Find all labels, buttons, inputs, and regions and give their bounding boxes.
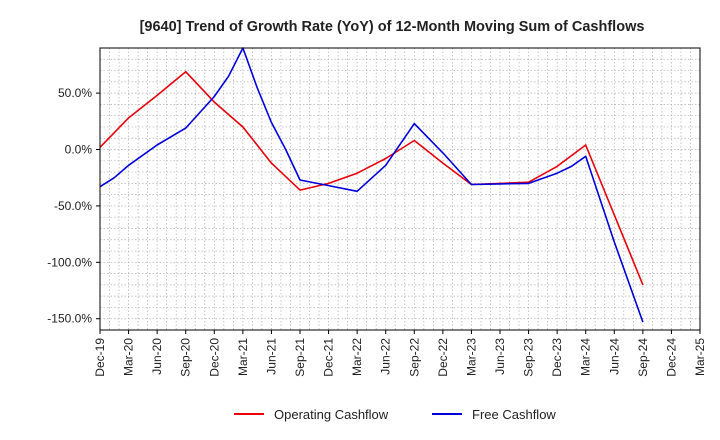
x-tick-label: Jun-20 [150, 338, 164, 375]
y-tick-label: -150.0% [47, 312, 92, 326]
x-tick-label: Sep-21 [293, 338, 307, 377]
y-tick-label: 50.0% [58, 86, 92, 100]
legend: Operating Cashflow Free Cashflow [234, 407, 556, 422]
x-tick-label: Jun-23 [493, 338, 507, 375]
x-tick-label: Mar-20 [122, 338, 136, 376]
x-axis: Dec-19 Mar-20 Jun-20 Sep-20 Dec-20 Mar-21 Jun-… [93, 330, 707, 377]
x-tick-label: Sep-20 [179, 338, 193, 377]
x-tick-label: Jun-21 [264, 338, 278, 375]
y-tick-label: 0.0% [65, 143, 93, 157]
y-tick-label: -50.0% [54, 199, 92, 213]
x-tick-label: Jun-24 [607, 338, 621, 375]
x-tick-label: Dec-22 [436, 338, 450, 377]
series-line-free-cashflow [99, 47, 644, 323]
plot-frame [99, 47, 701, 331]
series-line-operating-cashflow [99, 70, 644, 286]
x-tick-label: Mar-21 [236, 338, 250, 376]
legend-label-operating-cashflow: Operating Cashflow [274, 407, 389, 422]
chart-title: [9640] Trend of Growth Rate (YoY) of 12-… [140, 19, 645, 35]
x-tick-label: Mar-24 [579, 338, 593, 376]
x-tick-label: Sep-24 [636, 338, 650, 377]
y-axis: 50.0% 0.0% -50.0% -100.0% -150.0% [47, 86, 100, 326]
x-tick-label: Dec-19 [93, 338, 107, 377]
x-tick-label: Dec-24 [664, 338, 678, 377]
x-tick-label: Mar-23 [464, 338, 478, 376]
y-tick-label: -100.0% [47, 255, 92, 269]
x-tick-label: Mar-22 [350, 338, 364, 376]
x-tick-label: Dec-23 [550, 338, 564, 377]
legend-label-free-cashflow: Free Cashflow [472, 407, 556, 422]
x-tick-label: Dec-21 [322, 338, 336, 377]
series-lines [99, 47, 644, 323]
x-tick-label: Mar-25 [693, 338, 707, 376]
x-tick-label: Dec-20 [207, 338, 221, 377]
x-tick-label: Sep-22 [407, 338, 421, 377]
x-tick-label: Jun-22 [379, 338, 393, 375]
grid-lines [100, 48, 700, 330]
x-tick-label: Sep-23 [522, 338, 536, 377]
